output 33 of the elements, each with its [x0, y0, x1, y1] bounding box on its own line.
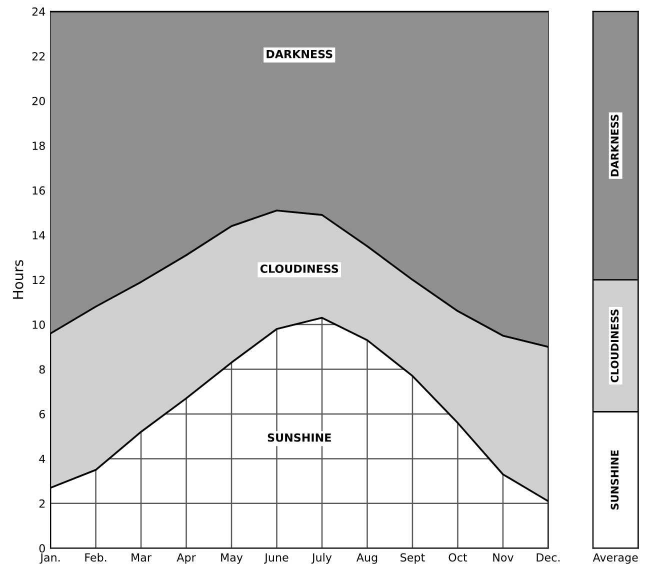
y-tick-label: 22 — [32, 52, 45, 60]
series-label: SUNSHINE — [610, 450, 619, 510]
series-label: DARKNESS — [610, 114, 619, 176]
x-tick-label: June — [264, 553, 288, 564]
y-tick-label: 24 — [32, 7, 46, 16]
x-tick-label: Dec. — [536, 553, 560, 562]
series-label: CLOUDINESS — [260, 264, 338, 273]
x-tick-label: Jan. — [40, 553, 60, 564]
y-tick-label: 18 — [32, 142, 45, 150]
x-tick-label: Feb. — [85, 553, 106, 562]
y-tick-label: 0 — [39, 544, 45, 553]
y-tick-label: 12 — [32, 276, 45, 284]
x-tick-label: Sept — [400, 553, 425, 564]
y-axis-title: Hours — [12, 260, 24, 299]
x-tick-label: Aug — [356, 553, 378, 564]
x-tick-label: Oct — [448, 553, 468, 562]
y-tick-label: 6 — [39, 410, 45, 418]
y-tick-label: 2 — [39, 499, 45, 508]
x-tick-label: Mar — [132, 553, 152, 562]
series-label: DARKNESS — [266, 50, 332, 58]
x-tick-label: July — [311, 553, 332, 564]
y-tick-label: 8 — [39, 365, 45, 374]
y-tick-label: 4 — [39, 454, 46, 463]
y-tick-label: 10 — [32, 320, 45, 329]
x-tick-label: Nov — [493, 553, 514, 562]
series-label: SUNSHINE — [268, 433, 331, 442]
x-tick-label: Apr — [176, 553, 196, 564]
y-tick-label: 20 — [32, 96, 45, 106]
x-tick-label: May — [221, 553, 243, 564]
y-tick-label: 16 — [32, 186, 45, 195]
series-label: CLOUDINESS — [610, 309, 619, 382]
y-tick-label: 14 — [32, 231, 46, 240]
x-tick-label: Average — [592, 553, 638, 564]
